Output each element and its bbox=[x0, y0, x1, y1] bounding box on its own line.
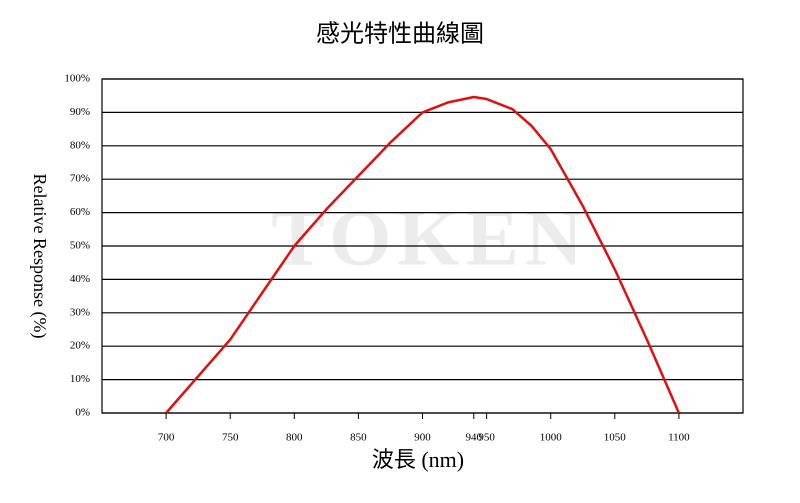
y-tick-label: 30% bbox=[70, 306, 90, 318]
y-tick-label: 40% bbox=[70, 273, 90, 285]
y-tick-label: 10% bbox=[70, 373, 90, 385]
x-tick-label: 1100 bbox=[668, 432, 690, 444]
x-axis-label: 波長 (nm) bbox=[372, 447, 464, 472]
x-tick-label: 850 bbox=[350, 432, 367, 444]
y-tick-label: 90% bbox=[70, 106, 90, 118]
x-tick-label: 950 bbox=[478, 432, 495, 444]
x-tick-label: 750 bbox=[222, 432, 239, 444]
y-tick-label: 50% bbox=[70, 240, 90, 252]
x-tick-label: 1000 bbox=[540, 432, 563, 444]
y-tick-label: 60% bbox=[70, 206, 90, 218]
x-tick-label: 1050 bbox=[604, 432, 627, 444]
x-tick-label: 940 bbox=[466, 432, 483, 444]
x-tick-label: 700 bbox=[158, 432, 175, 444]
x-tick-label: 800 bbox=[286, 432, 303, 444]
y-tick-label: 20% bbox=[70, 340, 90, 352]
x-tick-label: 900 bbox=[414, 432, 431, 444]
y-tick-label: 70% bbox=[70, 173, 90, 185]
chart-title: 感光特性曲線圖 bbox=[316, 21, 484, 48]
data-line bbox=[165, 95, 681, 414]
y-tick-label: 100% bbox=[64, 73, 90, 85]
y-axis-label: Relative Response (%) bbox=[29, 174, 50, 339]
y-tick-label: 80% bbox=[70, 139, 90, 151]
watermark: TOKEN bbox=[271, 194, 589, 282]
y-tick-label: 0% bbox=[75, 407, 90, 419]
